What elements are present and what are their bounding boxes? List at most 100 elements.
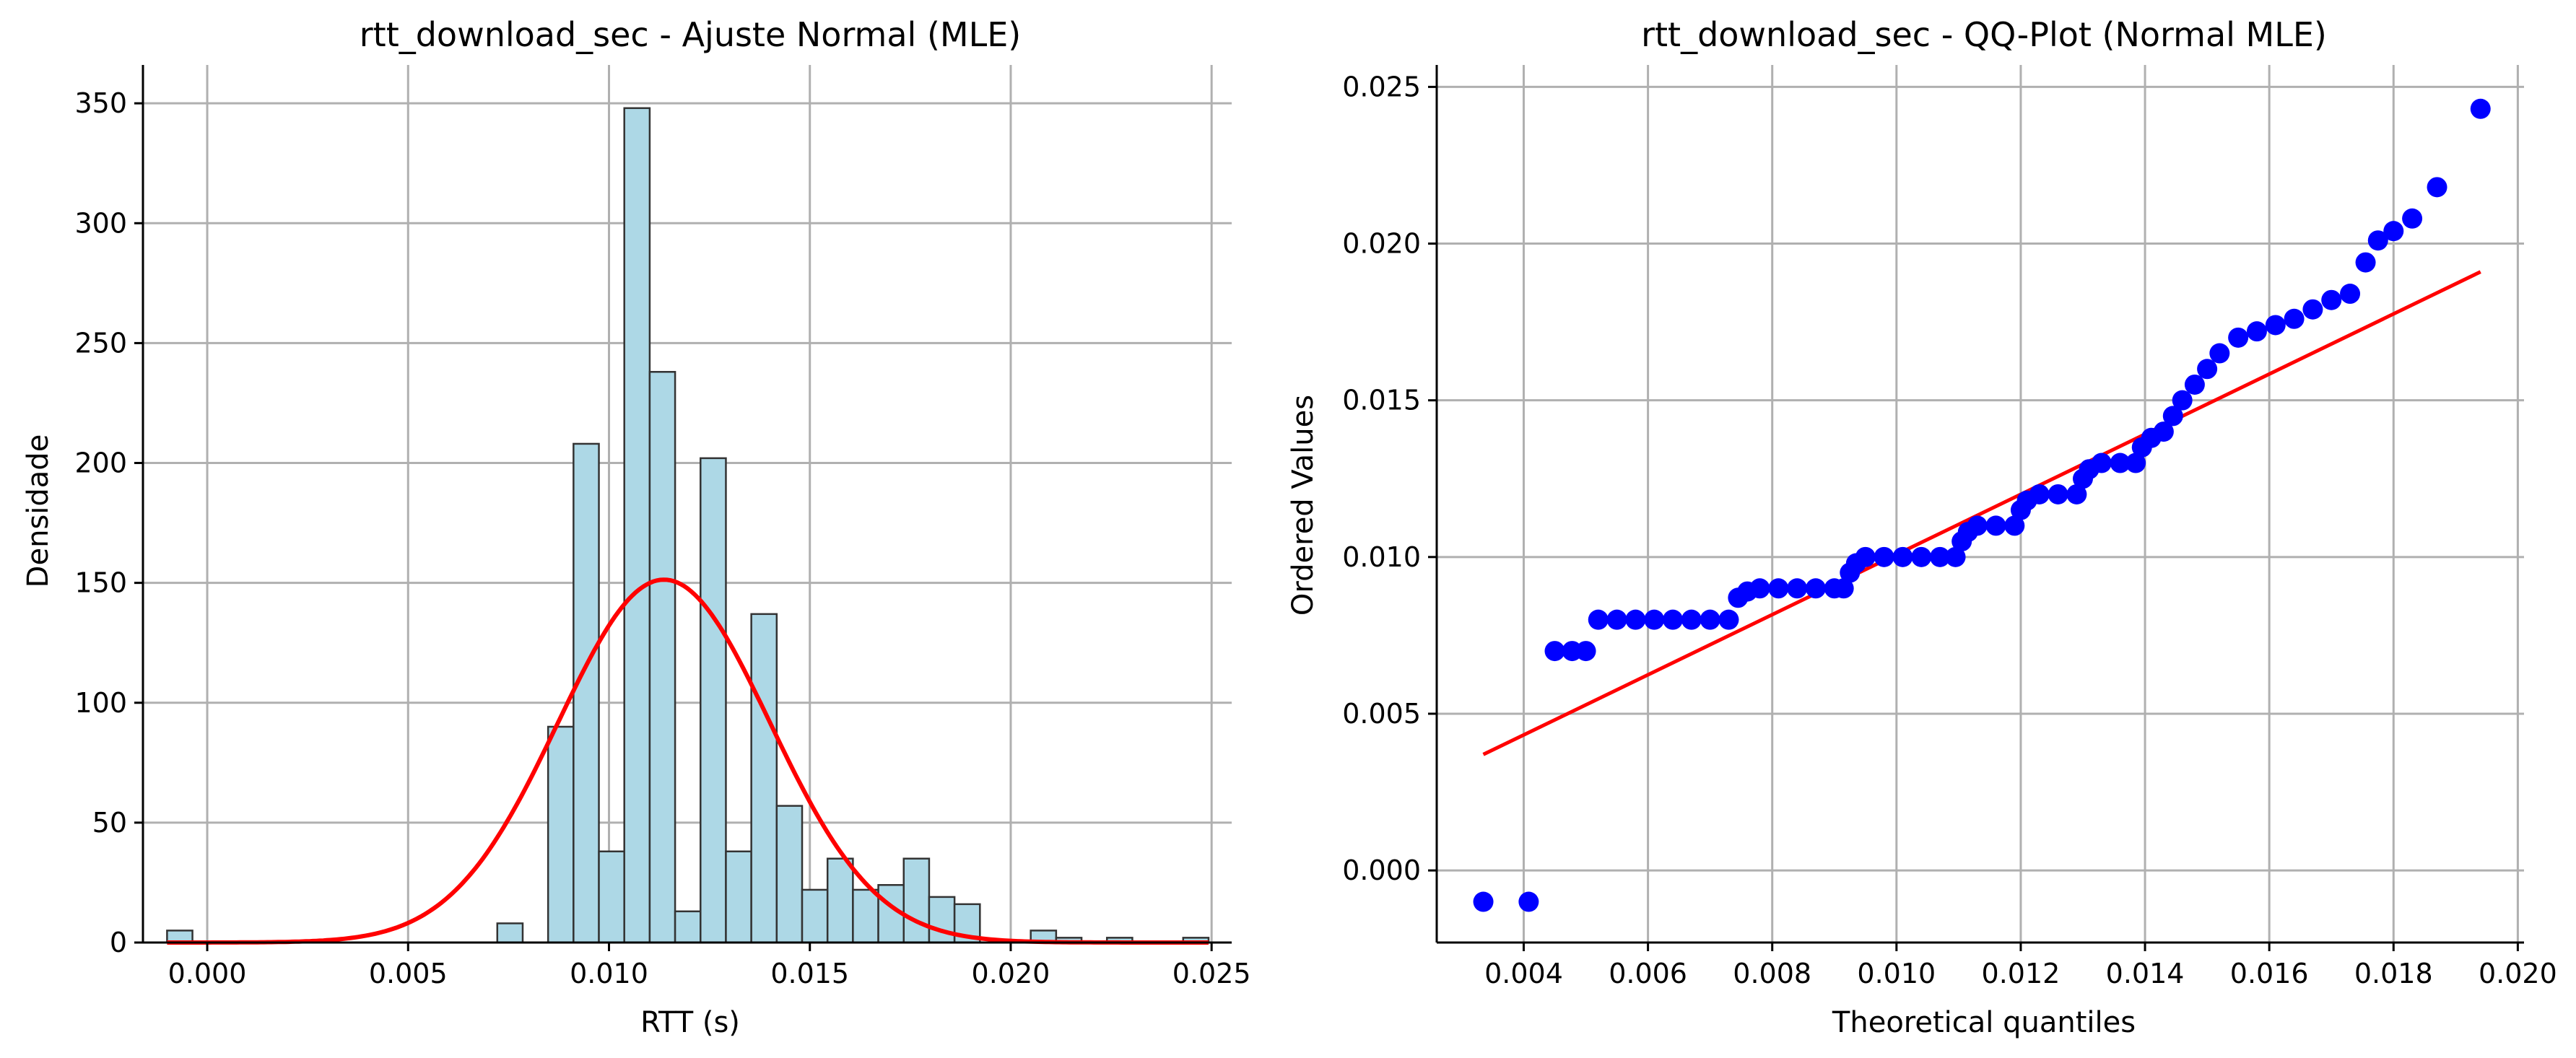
qq-point xyxy=(1911,546,1932,567)
qq-point xyxy=(1930,546,1951,567)
qq-x-tick-label: 0.018 xyxy=(2354,958,2433,989)
qq-point xyxy=(2066,484,2087,504)
qq-point xyxy=(2184,374,2205,395)
histogram-x-tick-label: 0.000 xyxy=(168,958,247,989)
histogram-y-tick-label: 0 xyxy=(110,927,127,958)
qq-point xyxy=(2355,252,2376,273)
qq-point xyxy=(2321,289,2342,310)
qq-point xyxy=(2004,515,2025,536)
qq-point xyxy=(2125,453,2146,473)
histogram-x-label: RTT (s) xyxy=(640,1006,740,1039)
qq-axes: 0.004 0.006 0.008 0.010 0.012 0.014 0.016 0.018… xyxy=(1342,65,2557,989)
qq-y-tick-label: 0.025 xyxy=(1342,71,1421,102)
histogram-y-tick-label: 150 xyxy=(74,567,127,599)
histogram-y-tick-label: 250 xyxy=(74,327,127,359)
histogram-bar xyxy=(852,888,879,944)
qq-point xyxy=(1805,578,1826,599)
histogram-bar xyxy=(750,613,778,944)
histogram-bar xyxy=(547,725,575,944)
qq-point xyxy=(1544,641,1565,662)
qq-point xyxy=(1644,609,1665,630)
qq-reference-line xyxy=(1482,270,2481,756)
histogram-bar xyxy=(801,888,829,944)
histogram-title: rtt_download_sec - Ajuste Normal (MLE) xyxy=(360,15,1021,54)
histogram-bar xyxy=(648,371,676,944)
qq-y-label: Ordered Values xyxy=(1287,395,1320,616)
histogram-bar xyxy=(496,922,524,944)
histogram-bar xyxy=(826,857,854,944)
qq-point xyxy=(2228,327,2249,348)
qq-x-tick-label: 0.010 xyxy=(1857,958,1936,989)
histogram-axes: 0.000 0.005 0.010 0.015 0.020 0.025 0 50 100 150 2… xyxy=(74,65,1251,989)
histogram-bar xyxy=(598,850,625,944)
qq-point xyxy=(1833,578,1854,599)
qq-point xyxy=(1874,546,1894,567)
histogram-x-tick-label: 0.010 xyxy=(570,958,648,989)
qq-point xyxy=(2367,230,2388,251)
qq-grid xyxy=(1437,65,2524,943)
qq-plot-panel: 0.004 0.006 0.008 0.010 0.012 0.014 0.016 0.018… xyxy=(1287,15,2557,1039)
qq-point xyxy=(1518,891,1539,912)
histogram-panel: 0.000 0.005 0.010 0.015 0.020 0.025 0 50 100 150 2… xyxy=(22,15,1251,1039)
qq-point xyxy=(2172,390,2193,411)
qq-point xyxy=(2265,315,2286,336)
qq-point xyxy=(2048,484,2068,504)
qq-point xyxy=(1625,609,1646,630)
qq-point xyxy=(2383,221,2404,242)
histogram-y-tick-label: 50 xyxy=(92,807,127,839)
histogram-y-tick-label: 300 xyxy=(74,207,127,239)
qq-point xyxy=(1588,609,1609,630)
qq-point xyxy=(1787,578,1808,599)
qq-points xyxy=(1473,98,2491,912)
histogram-y-tick-label: 100 xyxy=(74,687,127,719)
qq-point xyxy=(2197,359,2218,380)
qq-point xyxy=(2302,299,2323,320)
qq-point xyxy=(1575,641,1596,662)
histogram-x-tick-label: 0.005 xyxy=(369,958,448,989)
qq-x-tick-label: 0.014 xyxy=(2106,958,2185,989)
qq-x-tick-label: 0.008 xyxy=(1733,958,1811,989)
qq-point xyxy=(1768,578,1789,599)
qq-x-tick-label: 0.012 xyxy=(1982,958,2061,989)
qq-point xyxy=(2110,453,2131,473)
qq-point xyxy=(2153,421,2174,442)
qq-y-tick-label: 0.020 xyxy=(1342,228,1421,260)
histogram-bar xyxy=(725,850,752,944)
qq-x-tick-label: 0.016 xyxy=(2230,958,2309,989)
histogram-x-tick-label: 0.025 xyxy=(1172,958,1251,989)
histogram-bar xyxy=(928,896,956,944)
histogram-bar xyxy=(700,457,727,944)
qq-point xyxy=(1606,609,1627,630)
qq-point xyxy=(1663,609,1684,630)
qq-point xyxy=(1855,546,1876,567)
qq-point xyxy=(1967,515,1988,536)
qq-point xyxy=(2340,284,2361,305)
histogram-bar xyxy=(573,442,600,944)
histogram-y-tick-label: 350 xyxy=(74,87,127,119)
qq-point xyxy=(2029,484,2050,504)
qq-point xyxy=(1700,609,1720,630)
qq-point xyxy=(1681,609,1702,630)
qq-title: rtt_download_sec - QQ-Plot (Normal MLE) xyxy=(1641,15,2327,54)
qq-point xyxy=(1473,891,1494,912)
qq-point xyxy=(1945,546,1966,567)
qq-y-tick-label: 0.010 xyxy=(1342,541,1421,573)
qq-point xyxy=(1718,609,1739,630)
qq-point xyxy=(2091,453,2112,473)
histogram-bar xyxy=(623,107,651,944)
histogram-bar xyxy=(674,910,702,944)
qq-point xyxy=(2246,321,2267,342)
qq-x-tick-label: 0.020 xyxy=(2479,958,2557,989)
histogram-grid xyxy=(143,65,1232,944)
qq-point xyxy=(2427,177,2447,198)
histogram-bars xyxy=(166,107,1210,944)
qq-point xyxy=(2162,406,2183,427)
qq-point xyxy=(2284,308,2305,329)
qq-point xyxy=(1892,546,1913,567)
histogram-x-tick-label: 0.020 xyxy=(972,958,1050,989)
qq-point xyxy=(2470,98,2491,119)
qq-point xyxy=(1749,578,1770,599)
qq-x-label: Theoretical quantiles xyxy=(1832,1006,2136,1039)
histogram-y-tick-label: 200 xyxy=(74,447,127,479)
